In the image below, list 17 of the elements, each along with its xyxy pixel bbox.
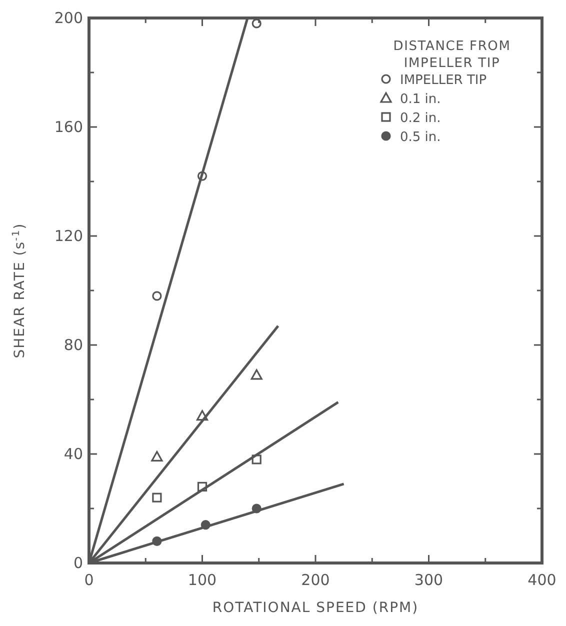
legend-title: DISTANCE FROM IMPELLER TIP bbox=[393, 39, 511, 71]
x-axis-title: ROTATIONAL SPEED (RPM) bbox=[212, 600, 419, 616]
x-tick-label: 300 bbox=[414, 571, 444, 589]
x-tick-label: 200 bbox=[301, 571, 330, 589]
y-tick-label: 120 bbox=[54, 227, 83, 245]
y-tick-label: 0 bbox=[73, 554, 83, 572]
x-tick-label: 400 bbox=[528, 571, 556, 589]
y-tick-label: 40 bbox=[64, 445, 83, 463]
legend-label: IMPELLER TIP bbox=[400, 73, 487, 88]
y-tick-label: 200 bbox=[54, 9, 83, 27]
legend-label: 0.2 in. bbox=[400, 111, 441, 126]
y-tick-label: 80 bbox=[64, 336, 83, 354]
legend-label: 0.1 in. bbox=[400, 92, 441, 107]
x-tick-label: 0 bbox=[84, 571, 94, 589]
legend-label: 0.5 in. bbox=[400, 130, 441, 145]
x-tick-label: 100 bbox=[188, 571, 217, 589]
y-tick-label: 160 bbox=[54, 118, 83, 136]
